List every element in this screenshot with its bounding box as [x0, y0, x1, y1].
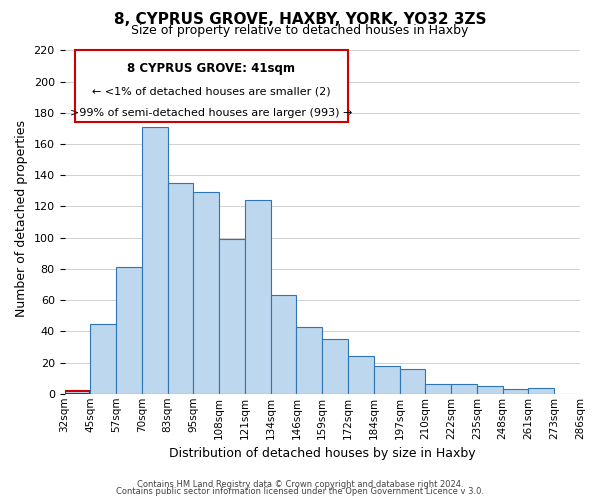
FancyBboxPatch shape	[75, 50, 348, 122]
Bar	[91, 324, 116, 394]
Bar	[167, 183, 193, 394]
X-axis label: Distribution of detached houses by size in Haxby: Distribution of detached houses by size …	[169, 447, 476, 460]
Text: Contains public sector information licensed under the Open Government Licence v : Contains public sector information licen…	[116, 487, 484, 496]
Text: Size of property relative to detached houses in Haxby: Size of property relative to detached ho…	[131, 24, 469, 37]
Bar	[193, 192, 219, 394]
Bar	[451, 384, 477, 394]
Bar	[142, 127, 167, 394]
Bar	[374, 366, 400, 394]
Text: Contains HM Land Registry data © Crown copyright and database right 2024.: Contains HM Land Registry data © Crown c…	[137, 480, 463, 489]
Bar	[322, 339, 348, 394]
Bar	[503, 389, 529, 394]
Bar	[348, 356, 374, 394]
Bar	[219, 239, 245, 394]
Bar	[116, 268, 142, 394]
Bar	[65, 390, 91, 394]
Bar	[529, 388, 554, 394]
Bar	[425, 384, 451, 394]
Bar	[271, 296, 296, 394]
Text: >99% of semi-detached houses are larger (993) →: >99% of semi-detached houses are larger …	[70, 108, 353, 118]
Bar	[477, 386, 503, 394]
Text: ← <1% of detached houses are smaller (2): ← <1% of detached houses are smaller (2)	[92, 86, 331, 97]
Bar	[296, 326, 322, 394]
Bar	[245, 200, 271, 394]
Y-axis label: Number of detached properties: Number of detached properties	[15, 120, 28, 316]
Text: 8, CYPRUS GROVE, HAXBY, YORK, YO32 3ZS: 8, CYPRUS GROVE, HAXBY, YORK, YO32 3ZS	[114, 12, 486, 28]
Text: 8 CYPRUS GROVE: 41sqm: 8 CYPRUS GROVE: 41sqm	[127, 62, 295, 76]
Bar	[400, 369, 425, 394]
